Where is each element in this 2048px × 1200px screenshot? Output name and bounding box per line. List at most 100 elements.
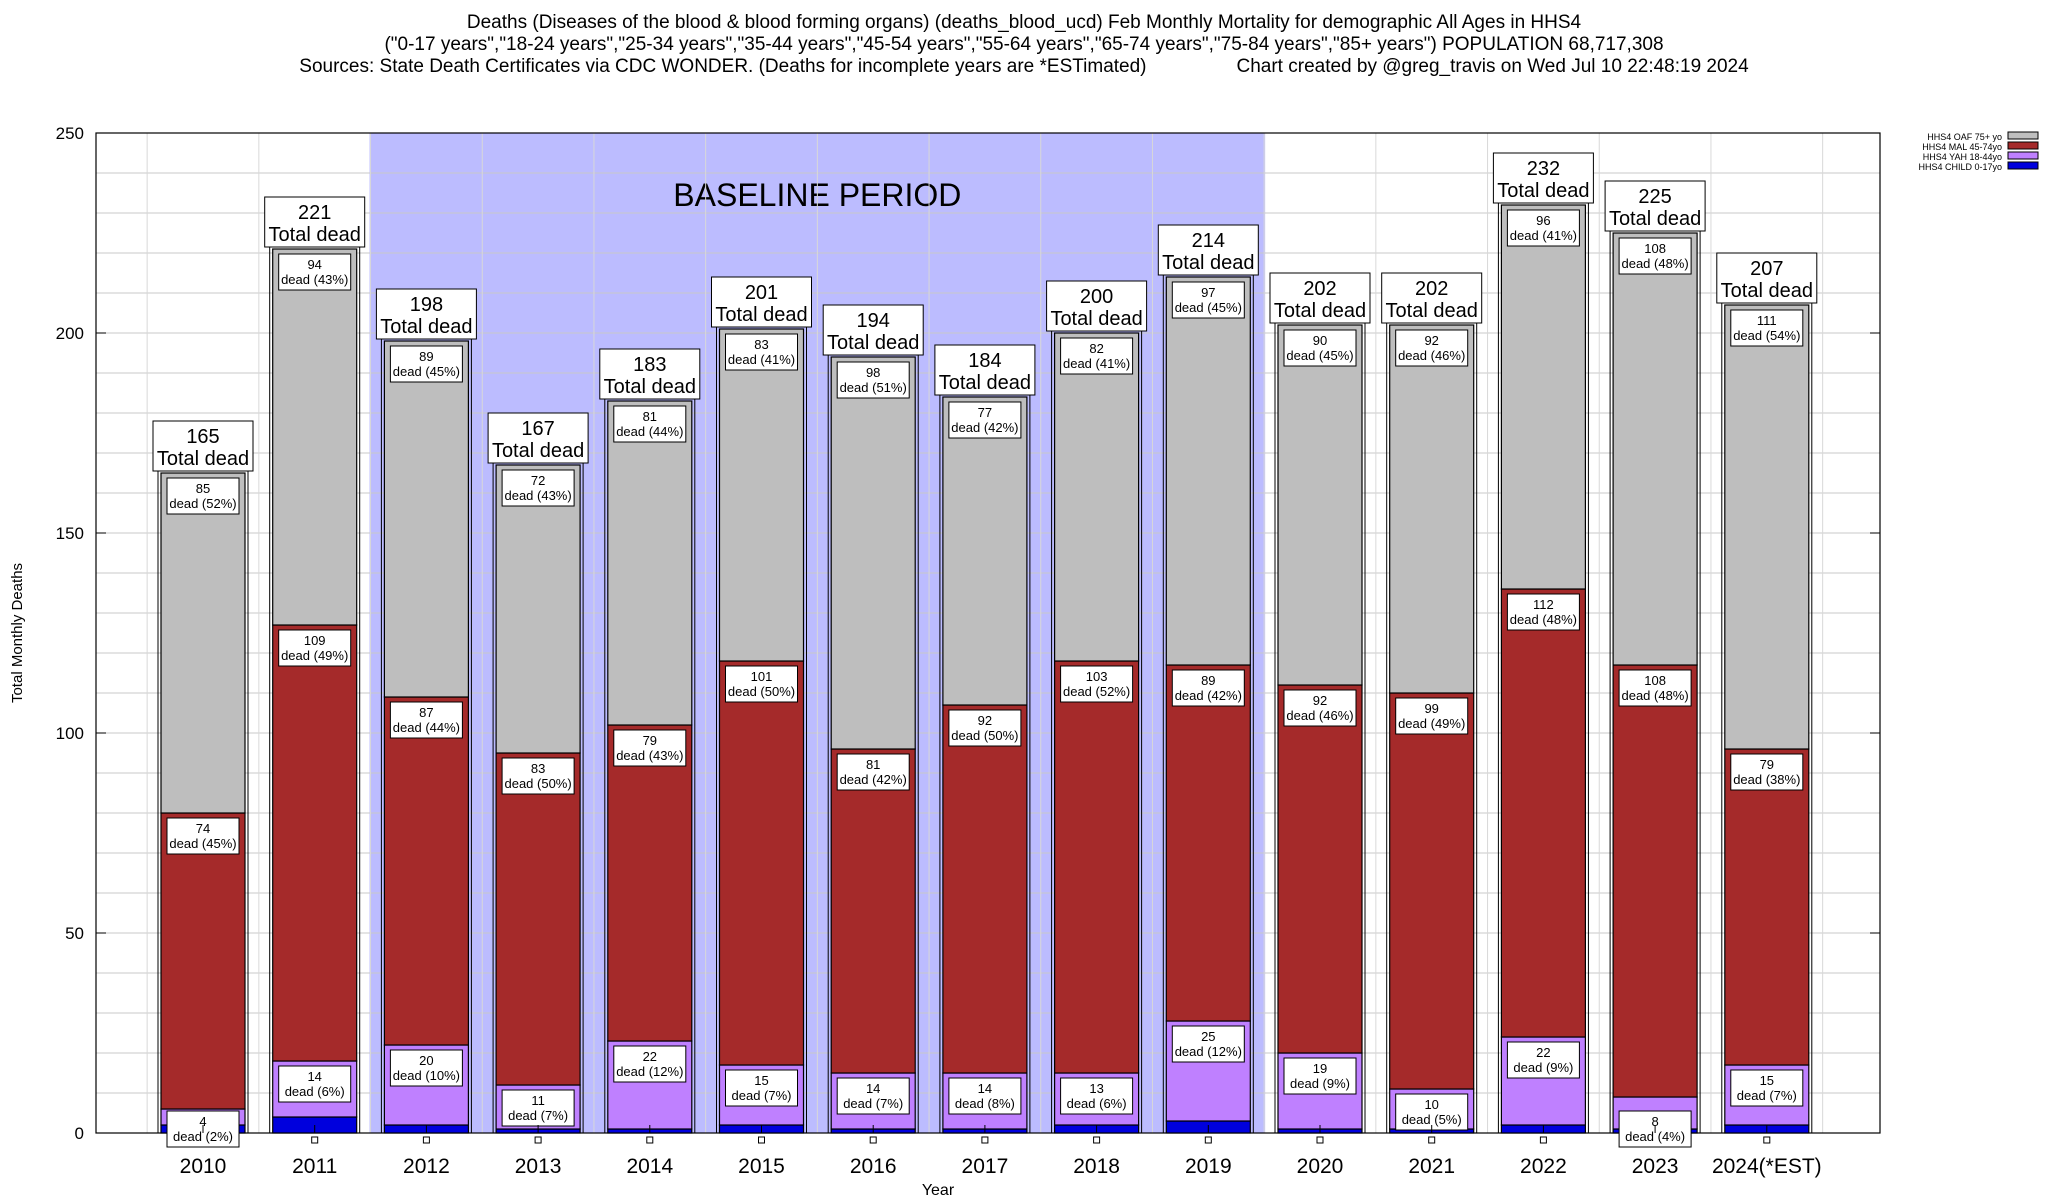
segment-label-text: dead (10%) (393, 1068, 460, 1083)
total-label-box (711, 276, 812, 328)
total-label-box (1604, 180, 1706, 232)
total-label-text: 165 (186, 426, 219, 448)
segment-label-text: dead (51%) (840, 380, 907, 395)
segment-label-text: 19 (1313, 1061, 1327, 1076)
total-label-box (487, 412, 589, 464)
segment-label-text: 108 (1644, 673, 1666, 688)
segment-label-box (1506, 1041, 1580, 1079)
segment-label-text: 14 (978, 1081, 992, 1096)
segment-label-text: 94 (307, 257, 321, 272)
y-tick-label: 50 (65, 924, 84, 943)
segment-label-text: dead (45%) (1286, 348, 1353, 363)
total-label-text: 183 (633, 354, 666, 376)
x-tick-label: 2019 (1185, 1155, 1232, 1178)
segment-label-box (836, 361, 910, 399)
child-marker (1093, 1136, 1101, 1144)
total-label-text: 200 (1080, 286, 1113, 308)
bar-segment-oaf-2024est (1724, 304, 1810, 750)
total-label-text: 167 (521, 418, 554, 440)
x-tick-label: 2014 (626, 1155, 673, 1178)
segment-label-text: dead (8%) (955, 1096, 1015, 1111)
segment-label-box (389, 1049, 463, 1087)
x-tick-label: 2015 (738, 1155, 785, 1178)
segment-label-text: 90 (1313, 333, 1327, 348)
segment-label-text: 14 (866, 1081, 880, 1096)
total-label-text: Total dead (269, 224, 361, 246)
segment-label-text: dead (7%) (1737, 1088, 1797, 1103)
segment-label-text: 92 (1424, 333, 1438, 348)
bar-segment-mal-2022 (1500, 588, 1587, 1038)
segment-label-text: 97 (1201, 285, 1215, 300)
child-marker (1316, 1136, 1324, 1144)
segment-label-text: 89 (1201, 673, 1215, 688)
total-label-text: 184 (968, 350, 1001, 372)
segment-label-text: 10 (1424, 1097, 1438, 1112)
segment-label-text: dead (45%) (1175, 300, 1242, 315)
y-tick-label: 150 (56, 524, 84, 543)
segment-label-box (1618, 237, 1692, 275)
total-label-text: 198 (410, 294, 443, 316)
bar-segment-mal-2011 (272, 624, 358, 1062)
bar-segment-oaf-2014 (607, 400, 693, 726)
segment-label-text: dead (42%) (840, 772, 907, 787)
child-marker (1204, 1136, 1212, 1144)
child-marker (981, 1136, 989, 1144)
segment-label-text: dead (42%) (1175, 688, 1242, 703)
bar-segment-mal-2018 (1053, 660, 1140, 1074)
segment-label-text: dead (2%) (173, 1129, 233, 1144)
segment-label-box (613, 1045, 687, 1083)
bar-segment-oaf-2018 (1053, 332, 1140, 662)
segment-label-text: dead (48%) (1621, 256, 1688, 271)
segment-label-text: 92 (1313, 693, 1327, 708)
segment-label-text: dead (44%) (393, 720, 460, 735)
total-label-text: Total dead (1274, 300, 1366, 322)
segment-label-text: 112 (1533, 597, 1554, 612)
total-label-text: Total dead (1162, 252, 1254, 274)
segment-label-text: 20 (419, 1053, 433, 1068)
total-label-text: 201 (745, 282, 778, 304)
total-label-text: Total dead (827, 332, 919, 354)
legend-label: HHS4 CHILD 0-17yo (1918, 162, 2002, 172)
bar-segment-mal-2010 (160, 812, 246, 1110)
chart-subtitle: ("0-17 years","18-24 years","25-34 years… (384, 34, 1664, 55)
x-tick-label: 2023 (1632, 1155, 1679, 1178)
segment-label-text: 13 (1089, 1081, 1103, 1096)
segment-label-box (1060, 1077, 1134, 1115)
segment-label-text: dead (45%) (393, 364, 460, 379)
segment-label-text: 72 (531, 473, 545, 488)
segment-label-box (948, 401, 1022, 439)
child-marker (646, 1136, 654, 1144)
segment-label-box (1060, 665, 1134, 703)
segment-label-text: 22 (1536, 1045, 1550, 1060)
segment-label-box (1283, 1057, 1357, 1095)
y-tick-label: 200 (56, 324, 84, 343)
segment-label-text: dead (9%) (1513, 1060, 1573, 1075)
chart-source-line: Sources: State Death Certificates via CD… (0, 56, 2048, 78)
segment-label-text: dead (48%) (1621, 688, 1688, 703)
segment-label-box (1395, 1093, 1469, 1131)
segment-label-text: 103 (1086, 669, 1108, 684)
legend-swatch (2007, 131, 2039, 140)
